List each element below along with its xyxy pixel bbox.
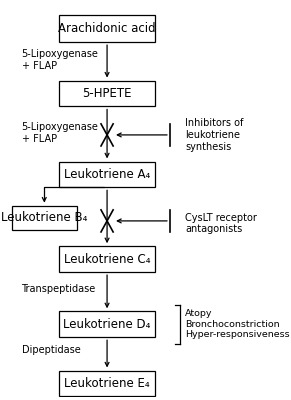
- Text: Inhibitors of
leukotriene
synthesis: Inhibitors of leukotriene synthesis: [185, 118, 243, 152]
- Text: Leukotriene E₄: Leukotriene E₄: [64, 377, 150, 390]
- Text: Leukotriene C₄: Leukotriene C₄: [64, 253, 150, 266]
- FancyBboxPatch shape: [59, 370, 155, 396]
- FancyBboxPatch shape: [59, 15, 155, 42]
- Text: CysLT receptor
antagonists: CysLT receptor antagonists: [185, 213, 257, 234]
- Text: 5-Lipoxygenase
+ FLAP: 5-Lipoxygenase + FLAP: [22, 122, 98, 144]
- Text: 5-Lipoxygenase
+ FLAP: 5-Lipoxygenase + FLAP: [22, 49, 98, 71]
- Text: Atopy
Bronchoconstriction
Hyper-responsiveness: Atopy Bronchoconstriction Hyper-responsi…: [185, 309, 290, 339]
- FancyBboxPatch shape: [59, 81, 155, 106]
- Text: 5-HPETE: 5-HPETE: [82, 87, 132, 100]
- FancyBboxPatch shape: [59, 162, 155, 187]
- Text: Leukotriene B₄: Leukotriene B₄: [1, 211, 88, 224]
- Text: Transpeptidase: Transpeptidase: [22, 284, 96, 294]
- FancyBboxPatch shape: [59, 246, 155, 272]
- Text: Leukotriene A₄: Leukotriene A₄: [64, 168, 150, 181]
- Text: Dipeptidase: Dipeptidase: [22, 345, 80, 355]
- FancyBboxPatch shape: [12, 206, 77, 230]
- Text: Leukotriene D₄: Leukotriene D₄: [63, 318, 151, 331]
- Text: Arachidonic acid: Arachidonic acid: [58, 22, 156, 35]
- FancyBboxPatch shape: [59, 312, 155, 337]
